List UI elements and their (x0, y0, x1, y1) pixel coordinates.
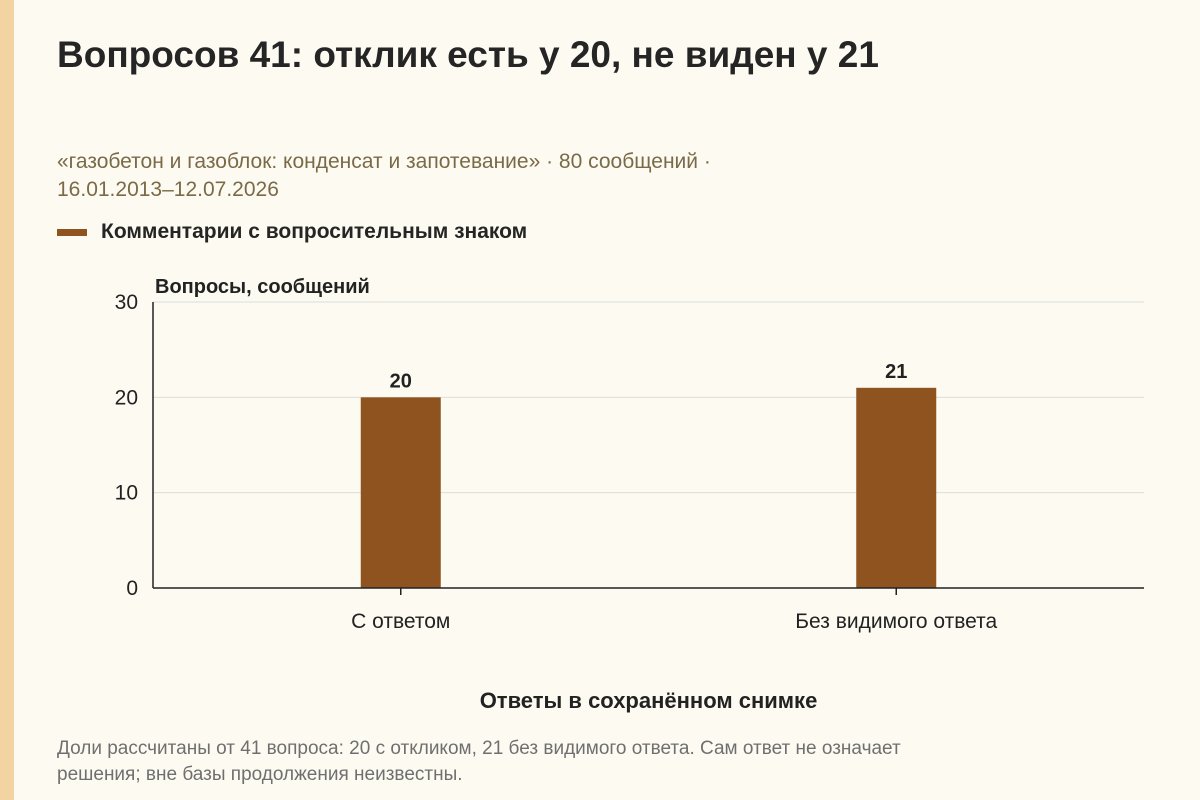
x-tick-label: С ответом (351, 610, 450, 633)
chart-title: Вопросов 41: отклик есть у 20, не виден … (57, 34, 879, 75)
axes (152, 302, 1144, 595)
legend-label: Комментарии с вопросительным знаком (101, 220, 528, 243)
footnote-line-1: Доли рассчитаны от 41 вопроса: 20 с откл… (57, 738, 901, 759)
legend: Комментарии с вопросительным знаком (57, 220, 527, 244)
y-tick-label: 10 (115, 482, 138, 505)
footnote-line-2: решения; вне базы продолжения неизвестны… (57, 764, 463, 785)
legend-swatch (57, 228, 87, 236)
y-tick-label: 0 (126, 577, 138, 600)
gridlines (153, 301, 1144, 494)
y-tick-label: 20 (115, 386, 138, 409)
footnote: Доли рассчитаны от 41 вопроса: 20 с откл… (57, 736, 1137, 788)
subtitle-line-2: 16.01.2013–12.07.2026 (57, 178, 279, 201)
accent-bar (0, 0, 14, 800)
data-label: 21 (885, 361, 907, 383)
bars (360, 387, 937, 588)
subtitle-line-1: «газобетон и газоблок: конденсат и запот… (57, 150, 711, 173)
y-axis-label: Вопросы, сообщений (155, 276, 370, 298)
x-axis-label: Ответы в сохранённом снимке (480, 688, 818, 713)
y-tick-label: 30 (115, 291, 138, 314)
bar-1 (360, 397, 441, 588)
bar-2 (856, 387, 937, 588)
x-tick-label: Без видимого ответа (795, 610, 997, 633)
chart-labels: 0 10 20 30 20 С ответом 21 Без видимого ответа В… (115, 276, 998, 713)
chart-subtitle: «газобетон и газоблок: конденсат и запот… (57, 148, 877, 204)
data-label: 20 (390, 370, 412, 392)
